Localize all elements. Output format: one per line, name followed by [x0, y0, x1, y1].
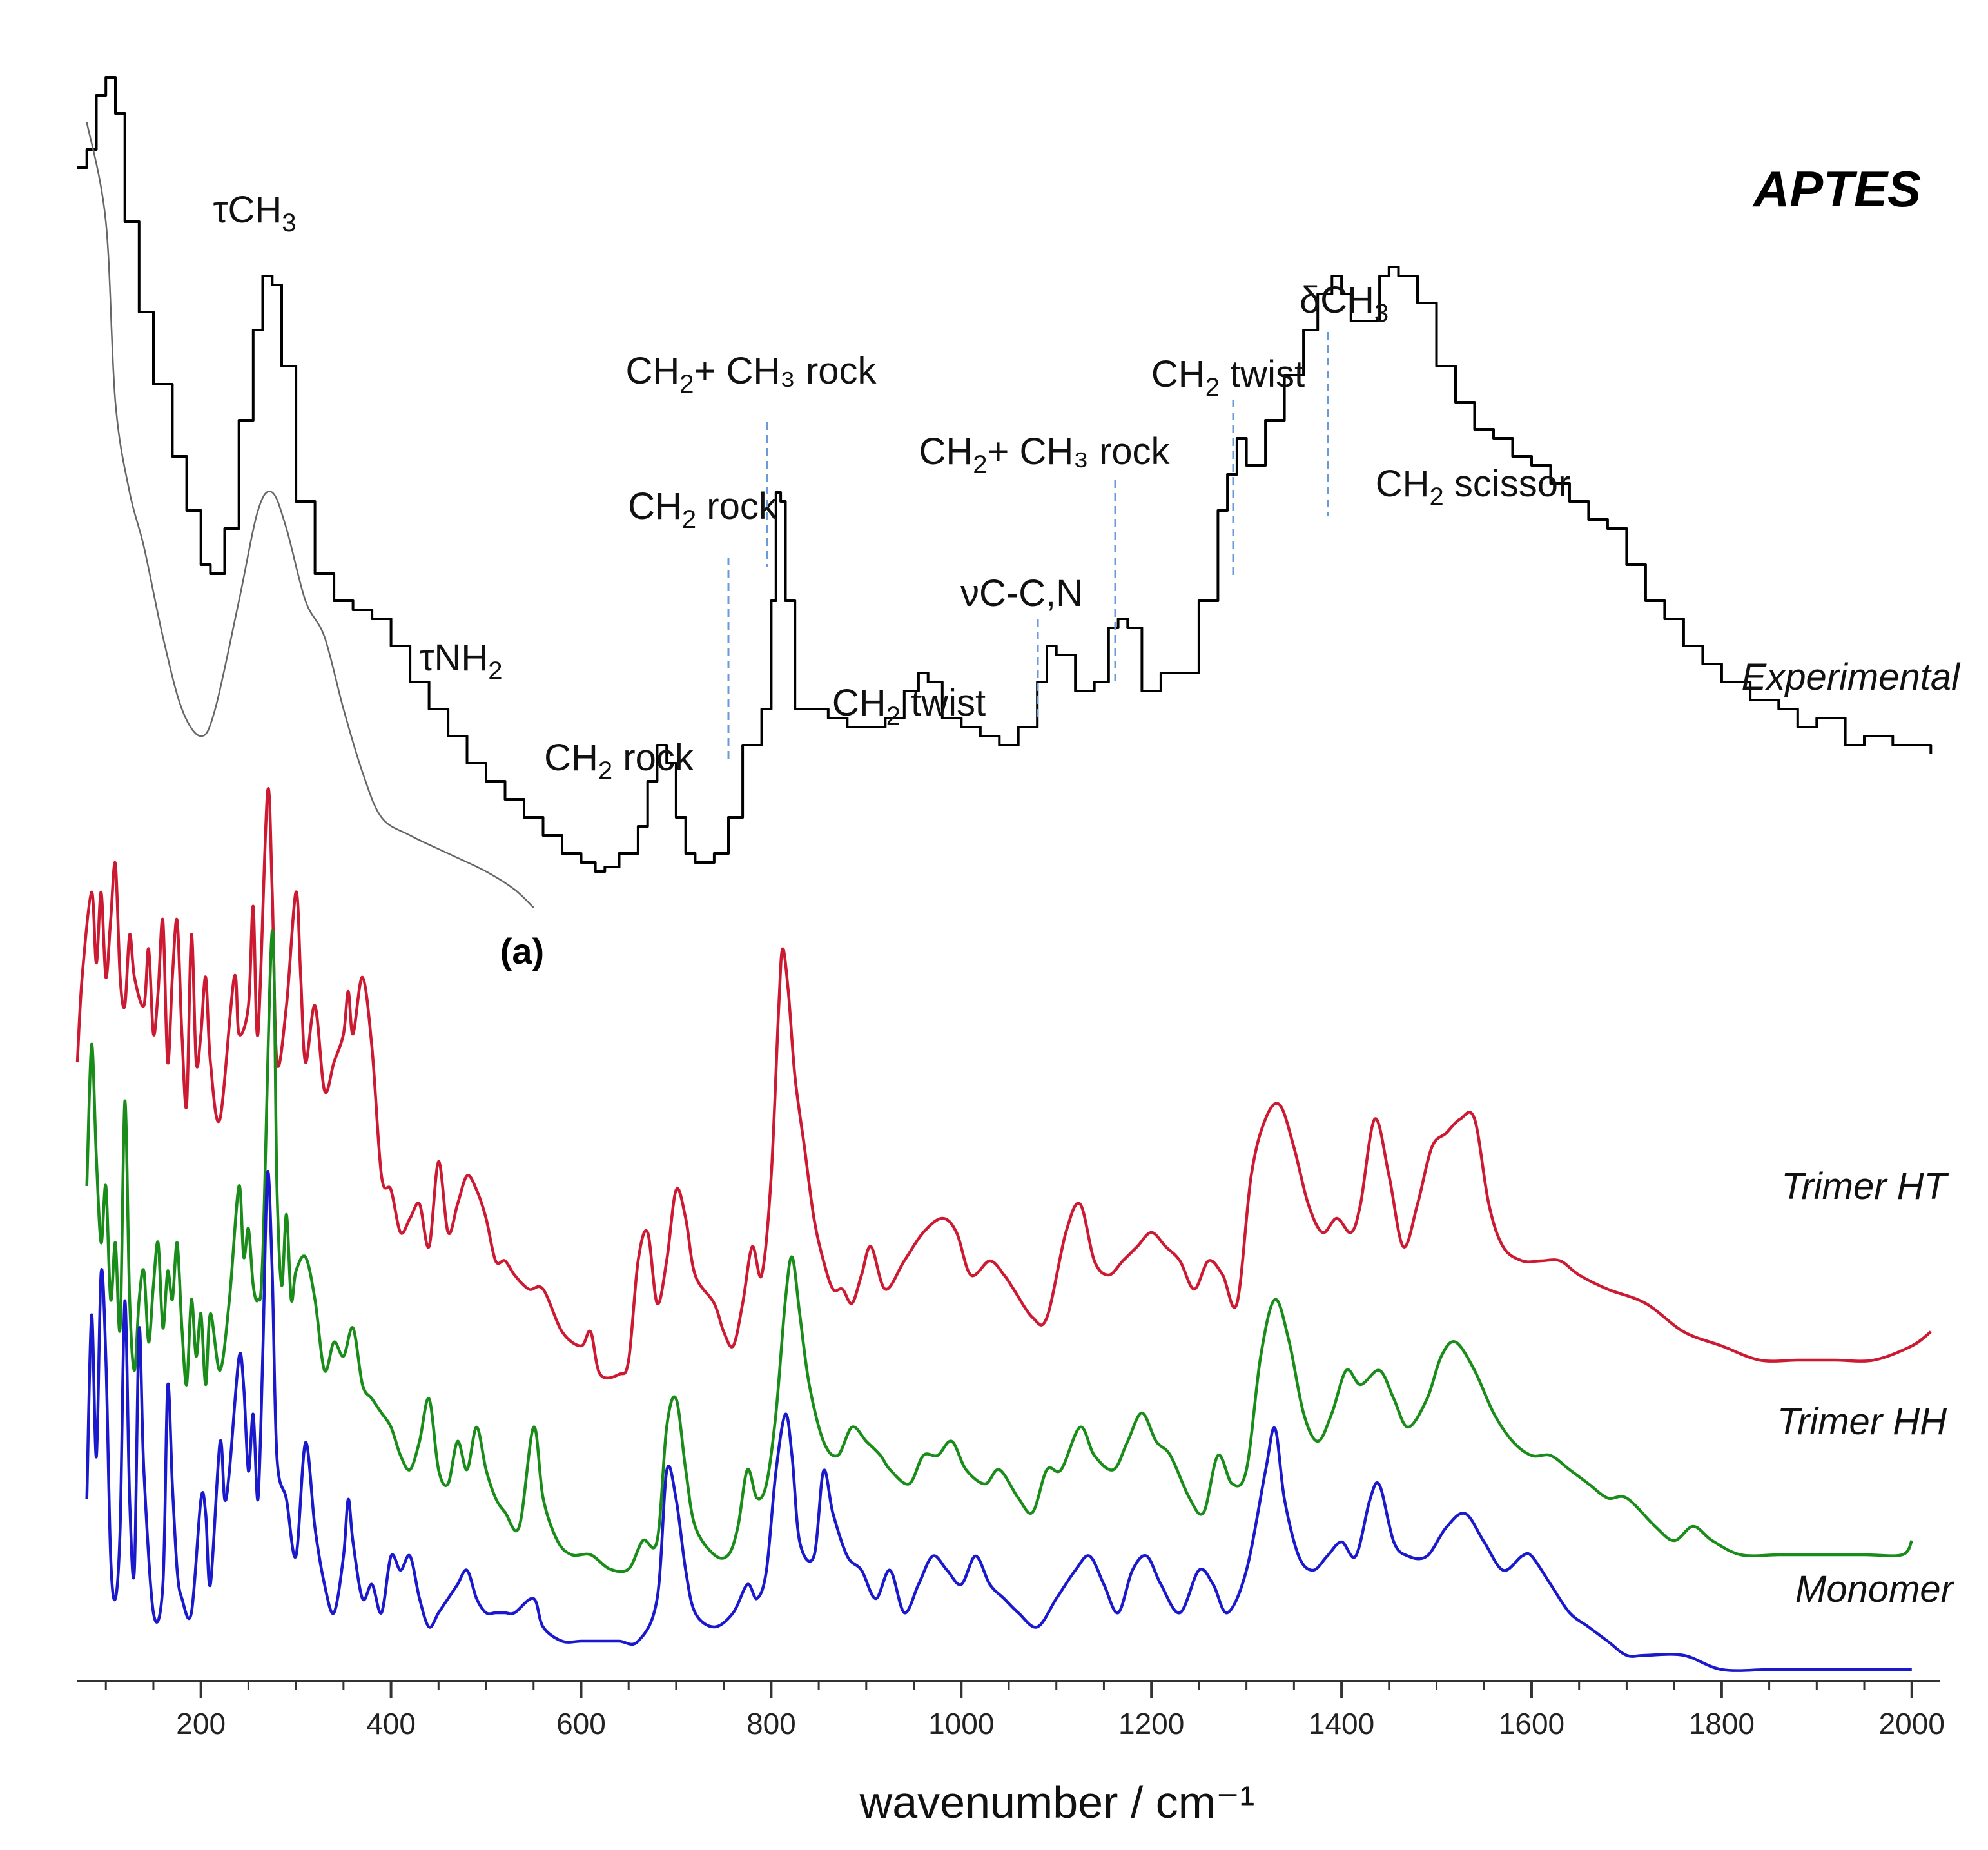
series-line-reference [86, 122, 534, 908]
series-group [75, 76, 1933, 1672]
x-tick-label: 1400 [1309, 1707, 1374, 1740]
annotation-tau-nh2: τNH2 [420, 637, 503, 685]
series-line-trimer-ht [75, 786, 1932, 1380]
annotation-ch2-scissor: CH2 scissor [1376, 463, 1571, 511]
annotation-ch2-rock-1: CH2 rock [544, 737, 694, 785]
x-tick-label: 2000 [1879, 1707, 1945, 1740]
annotation-nu-ccn: νC-C,N [960, 572, 1083, 614]
x-axis: 200 400 600 800 1000 1200 1400 1600 1800 2000 [77, 1680, 1945, 1740]
series-label-trimer-ht: Trimer HT [1781, 1165, 1949, 1207]
x-axis-title: wavenumber / cm⁻¹ [859, 1777, 1255, 1827]
x-tick-label: 1200 [1118, 1707, 1184, 1740]
x-tick-label: 200 [176, 1707, 226, 1740]
x-tick-label: 600 [556, 1707, 606, 1740]
x-tick-label: 400 [366, 1707, 416, 1740]
annotation-group: τCH3 τNH2 CH2 rock CH2 rock CH2+ CH₃ roc… [213, 189, 1571, 785]
annotation-ch2-twist-1: CH2 twist [832, 682, 986, 730]
x-tick-label: 800 [746, 1707, 796, 1740]
annotation-ch2-rock-2: CH2 rock [628, 485, 778, 534]
panel-label: (a) [500, 931, 544, 971]
x-tick-label: 1800 [1689, 1707, 1755, 1740]
series-line-trimer-hh [85, 929, 1913, 1573]
chart-title: APTES [1752, 161, 1921, 217]
series-line-experimental [77, 76, 1933, 873]
series-label-trimer-hh: Trimer HH [1777, 1401, 1947, 1443]
x-ticks: 200 400 600 800 1000 1200 1400 1600 1800 2000 [104, 1681, 1945, 1740]
annotation-delta-ch3: δCH3 [1300, 279, 1389, 327]
series-label-experimental: Experimental [1742, 656, 1962, 698]
annotation-ch2-ch3-rock-1: CH2+ CH₃ rock [625, 350, 877, 398]
annotation-ch2-twist-2: CH2 twist [1151, 353, 1305, 402]
series-label-monomer: Monomer [1795, 1568, 1955, 1610]
series-line-monomer [85, 1169, 1912, 1672]
annotation-ch2-ch3-rock-2: CH2+ CH₃ rock [919, 431, 1170, 479]
x-tick-label: 1000 [928, 1707, 994, 1740]
annotation-tau-ch3: τCH3 [213, 189, 297, 237]
x-tick-label: 1600 [1499, 1707, 1564, 1740]
